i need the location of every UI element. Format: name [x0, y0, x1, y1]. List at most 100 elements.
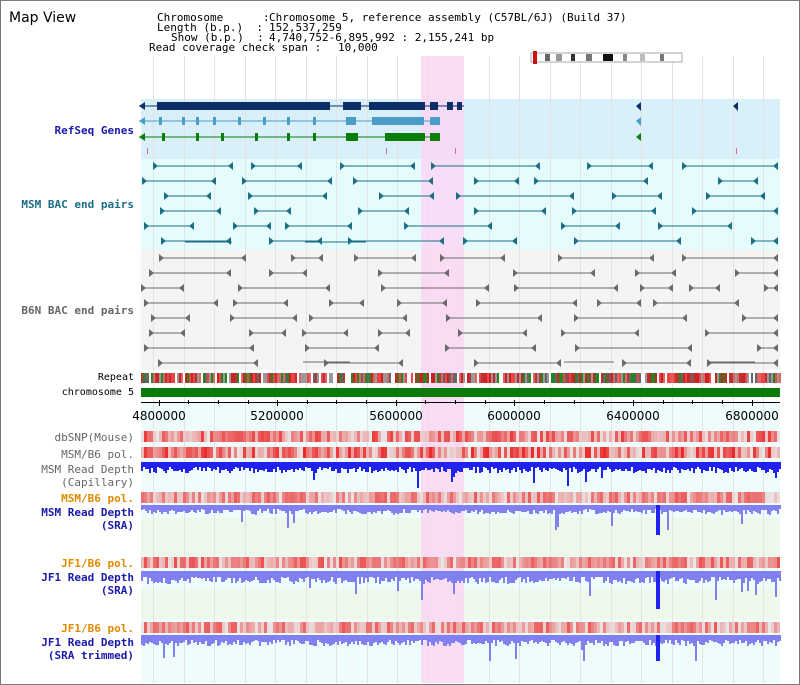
dbsnp-cell[interactable]	[315, 431, 318, 442]
msm-b6-pol-sra-cell[interactable]	[684, 492, 687, 503]
repeat-segment[interactable]	[721, 373, 723, 383]
jf1-b6-pol-2-cell[interactable]	[426, 622, 429, 633]
repeat-segment[interactable]	[687, 373, 689, 383]
msm-sra-depth-bar[interactable]	[217, 505, 219, 511]
repeat-segment[interactable]	[735, 373, 737, 383]
jf1-b6-pol-2-cell[interactable]	[720, 622, 723, 633]
msm-b6-pol-sra-cell[interactable]	[381, 492, 384, 503]
msm-sra-depth-bar[interactable]	[623, 505, 625, 510]
repeat-segment[interactable]	[433, 373, 435, 383]
msm-b6-pol-sra-cell[interactable]	[687, 492, 690, 503]
msm-b6-pol-cell[interactable]	[432, 447, 435, 458]
msm-capillary-depth-bar[interactable]	[403, 462, 405, 470]
msm-sra-depth-bar[interactable]	[181, 505, 183, 512]
msm-b6-pol-cell[interactable]	[315, 447, 318, 458]
msm-capillary-depth-bar[interactable]	[435, 462, 437, 468]
jf1-sra-depth-bar[interactable]	[407, 571, 409, 578]
msm-sra-depth-bar[interactable]	[465, 505, 467, 510]
dbsnp-cell[interactable]	[345, 431, 348, 442]
jf1-trimmed-depth-bar[interactable]	[367, 635, 369, 642]
jf1-sra-depth-bar[interactable]	[717, 571, 719, 581]
dbsnp-cell[interactable]	[258, 431, 261, 442]
b6n-bac-pair-end[interactable]	[707, 359, 712, 367]
jf1-b6-pol-2-cell[interactable]	[270, 622, 273, 633]
jf1-b6-pol-cell[interactable]	[285, 557, 288, 568]
jf1-b6-pol-cell[interactable]	[558, 557, 561, 568]
msm-b6-pol-cell[interactable]	[657, 447, 660, 458]
msm-b6-pol-sra-cell[interactable]	[297, 492, 300, 503]
repeat-segment[interactable]	[757, 373, 759, 383]
msm-b6-pol-cell[interactable]	[246, 447, 249, 458]
jf1-sra-depth-bar[interactable]	[503, 571, 505, 583]
jf1-b6-pol-cell[interactable]	[672, 557, 675, 568]
msm-sra-depth-bar[interactable]	[501, 505, 503, 513]
msm-sra-depth-bar[interactable]	[145, 505, 147, 511]
repeat-segment[interactable]	[397, 373, 399, 383]
msm-bac-pair-end[interactable]	[751, 237, 756, 245]
repeat-segment[interactable]	[271, 373, 273, 383]
dbsnp-cell[interactable]	[660, 431, 663, 442]
msm-sra-depth-bar[interactable]	[613, 505, 615, 513]
msm-sra-depth-bar[interactable]	[251, 505, 253, 514]
dbsnp-cell[interactable]	[303, 431, 306, 442]
dbsnp-cell[interactable]	[312, 431, 315, 442]
jf1-sra-depth-bar[interactable]	[457, 571, 459, 581]
repeat-segment[interactable]	[191, 373, 193, 383]
msm-sra-depth-bar[interactable]	[629, 505, 631, 512]
repeat-segment[interactable]	[411, 373, 413, 383]
jf1-b6-pol-2-cell[interactable]	[180, 622, 183, 633]
jf1-trimmed-depth-bar[interactable]	[385, 635, 387, 645]
msm-capillary-depth-bar[interactable]	[465, 462, 467, 468]
msm-sra-depth-bar[interactable]	[751, 505, 753, 514]
repeat-segment[interactable]	[165, 373, 167, 383]
dbsnp-cell[interactable]	[198, 431, 201, 442]
jf1-b6-pol-2-cell[interactable]	[462, 622, 465, 633]
dbsnp-cell[interactable]	[243, 431, 246, 442]
jf1-trimmed-depth-bar[interactable]	[395, 635, 397, 641]
jf1-b6-pol-2-cell[interactable]	[678, 622, 681, 633]
msm-sra-depth-bar[interactable]	[531, 505, 533, 514]
msm-sra-depth-bar[interactable]	[523, 505, 525, 512]
msm-b6-pol-cell[interactable]	[150, 447, 153, 458]
msm-sra-depth-bar[interactable]	[159, 505, 161, 512]
msm-capillary-depth-bar[interactable]	[585, 462, 587, 482]
jf1-b6-pol-cell[interactable]	[561, 557, 564, 568]
jf1-sra-depth-bar[interactable]	[739, 571, 741, 579]
msm-b6-pol-cell[interactable]	[648, 447, 651, 458]
msm-b6-pol-cell[interactable]	[174, 447, 177, 458]
jf1-b6-pol-2-cell[interactable]	[675, 622, 678, 633]
jf1-sra-depth-bar[interactable]	[577, 571, 579, 582]
b6n-bac-pair-end[interactable]	[233, 299, 238, 307]
msm-b6-pol-sra-cell[interactable]	[315, 492, 318, 503]
msm-capillary-depth-bar[interactable]	[621, 462, 623, 471]
msm-capillary-depth-bar[interactable]	[681, 462, 683, 469]
jf1-trimmed-depth-bar[interactable]	[229, 635, 231, 644]
jf1-trimmed-depth-bar[interactable]	[375, 635, 377, 642]
msm-capillary-depth-bar[interactable]	[253, 462, 255, 473]
jf1-trimmed-depth-bar[interactable]	[425, 635, 427, 640]
msm-sra-depth-bar[interactable]	[289, 505, 291, 511]
msm-capillary-depth-bar[interactable]	[625, 462, 627, 469]
msm-capillary-depth-bar[interactable]	[487, 462, 489, 470]
msm-capillary-depth-bar[interactable]	[489, 462, 491, 473]
msm-capillary-depth-bar[interactable]	[363, 462, 365, 469]
msm-sra-depth-bar[interactable]	[517, 505, 519, 511]
msm-b6-pol-cell[interactable]	[396, 447, 399, 458]
msm-b6-pol-sra-cell[interactable]	[174, 492, 177, 503]
jf1-trimmed-depth-bar[interactable]	[243, 635, 245, 642]
jf1-trimmed-depth-bar[interactable]	[177, 635, 179, 646]
dbsnp-cell[interactable]	[678, 431, 681, 442]
repeat-segment[interactable]	[301, 373, 303, 383]
jf1-b6-pol-2-cell[interactable]	[240, 622, 243, 633]
msm-sra-depth-bar[interactable]	[373, 505, 375, 512]
msm-capillary-depth-bar[interactable]	[703, 462, 705, 470]
jf1-b6-pol-cell[interactable]	[171, 557, 174, 568]
msm-b6-pol-cell[interactable]	[510, 447, 513, 458]
jf1-trimmed-depth-bar[interactable]	[303, 635, 305, 644]
jf1-b6-pol-2-cell[interactable]	[210, 622, 213, 633]
msm-capillary-depth-bar[interactable]	[317, 462, 319, 469]
msm-sra-depth-bar[interactable]	[381, 505, 383, 514]
msm-b6-pol-sra-cell[interactable]	[468, 492, 471, 503]
jf1-sra-depth-bar[interactable]	[209, 571, 211, 581]
msm-capillary-depth-bar[interactable]	[553, 462, 555, 468]
